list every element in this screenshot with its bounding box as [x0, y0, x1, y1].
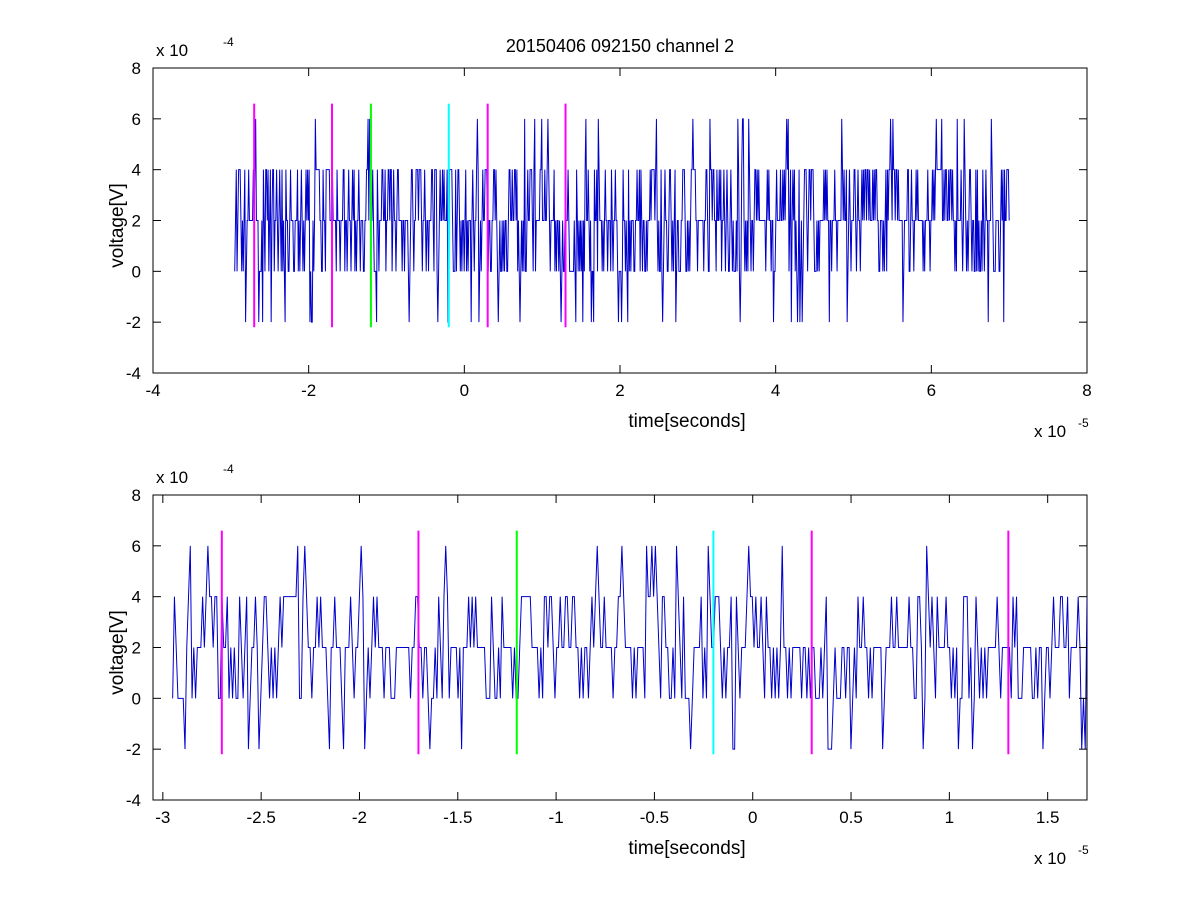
x-tick-label: 0.5 — [839, 808, 863, 827]
voltage-trace-line — [172, 545, 1087, 750]
x-tick-label: 1 — [945, 808, 954, 827]
y-tick-label: -4 — [126, 364, 141, 383]
y-axis-label: voltage[V] — [107, 610, 128, 695]
x-tick-label: -2 — [301, 381, 316, 400]
y-tick-label: 2 — [132, 639, 141, 658]
y-tick-label: 6 — [132, 537, 141, 556]
y-tick-label: 2 — [132, 212, 141, 231]
x-tick-label: 0 — [748, 808, 757, 827]
x-tick-label: 1.5 — [1036, 808, 1060, 827]
y-axis-multiplier: x 10 — [156, 41, 188, 60]
bottom-plot-panel: -3 -2.5 -2 -1.5 -1 -0.5 0 0.5 1 1.5 -4 -2 0 2 4 6 8 time[… — [107, 462, 1089, 868]
x-axis-label: time[seconds] — [628, 411, 745, 432]
y-axis-multiplier: x 10 — [156, 468, 188, 487]
y-tick-label: 6 — [132, 110, 141, 129]
y-tick-label: 0 — [132, 262, 141, 281]
y-axis-label: voltage[V] — [107, 183, 128, 268]
x-tick-label: -3 — [155, 808, 170, 827]
x-tick-label: 0 — [460, 381, 469, 400]
y-tick-label: -2 — [126, 313, 141, 332]
y-tick-label: 8 — [132, 486, 141, 505]
x-axis-label: time[seconds] — [628, 838, 745, 859]
y-tick-label: 0 — [132, 689, 141, 708]
y-tick-label: -2 — [126, 740, 141, 759]
x-tick-label: -4 — [145, 381, 160, 400]
x-axis-exponent: -5 — [1078, 416, 1089, 430]
x-axis-multiplier: x 10 — [1034, 849, 1066, 868]
y-tick-label: 8 — [132, 59, 141, 78]
y-tick-label: -4 — [126, 791, 141, 810]
voltage-trace-line — [234, 118, 1010, 323]
x-tick-label: -2 — [352, 808, 367, 827]
plot-area-frame — [152, 494, 1088, 801]
x-axis-exponent: -5 — [1078, 843, 1089, 857]
x-tick-label: 6 — [927, 381, 936, 400]
plot-data-layer — [234, 103, 1010, 328]
x-tick-label: 2 — [615, 381, 624, 400]
x-axis-multiplier: x 10 — [1034, 422, 1066, 441]
x-tick-label: -1.5 — [443, 808, 472, 827]
x-tick-label: 4 — [771, 381, 780, 400]
x-tick-label: -2.5 — [246, 808, 275, 827]
chart-title: 20150406 092150 channel 2 — [506, 36, 734, 56]
y-tick-label: 4 — [132, 588, 141, 607]
x-tick-label: 8 — [1082, 381, 1091, 400]
x-tick-label: -1 — [549, 808, 564, 827]
x-tick-label: -0.5 — [640, 808, 669, 827]
y-tick-label: 4 — [132, 161, 141, 180]
top-plot-panel: -4 -2 0 2 4 6 8 -4 -2 0 2 4 6 8 time[seconds] voltage[V… — [107, 35, 1092, 441]
y-axis-exponent: -4 — [223, 35, 234, 49]
plot-data-layer — [172, 530, 1087, 755]
y-axis-exponent: -4 — [223, 462, 234, 476]
